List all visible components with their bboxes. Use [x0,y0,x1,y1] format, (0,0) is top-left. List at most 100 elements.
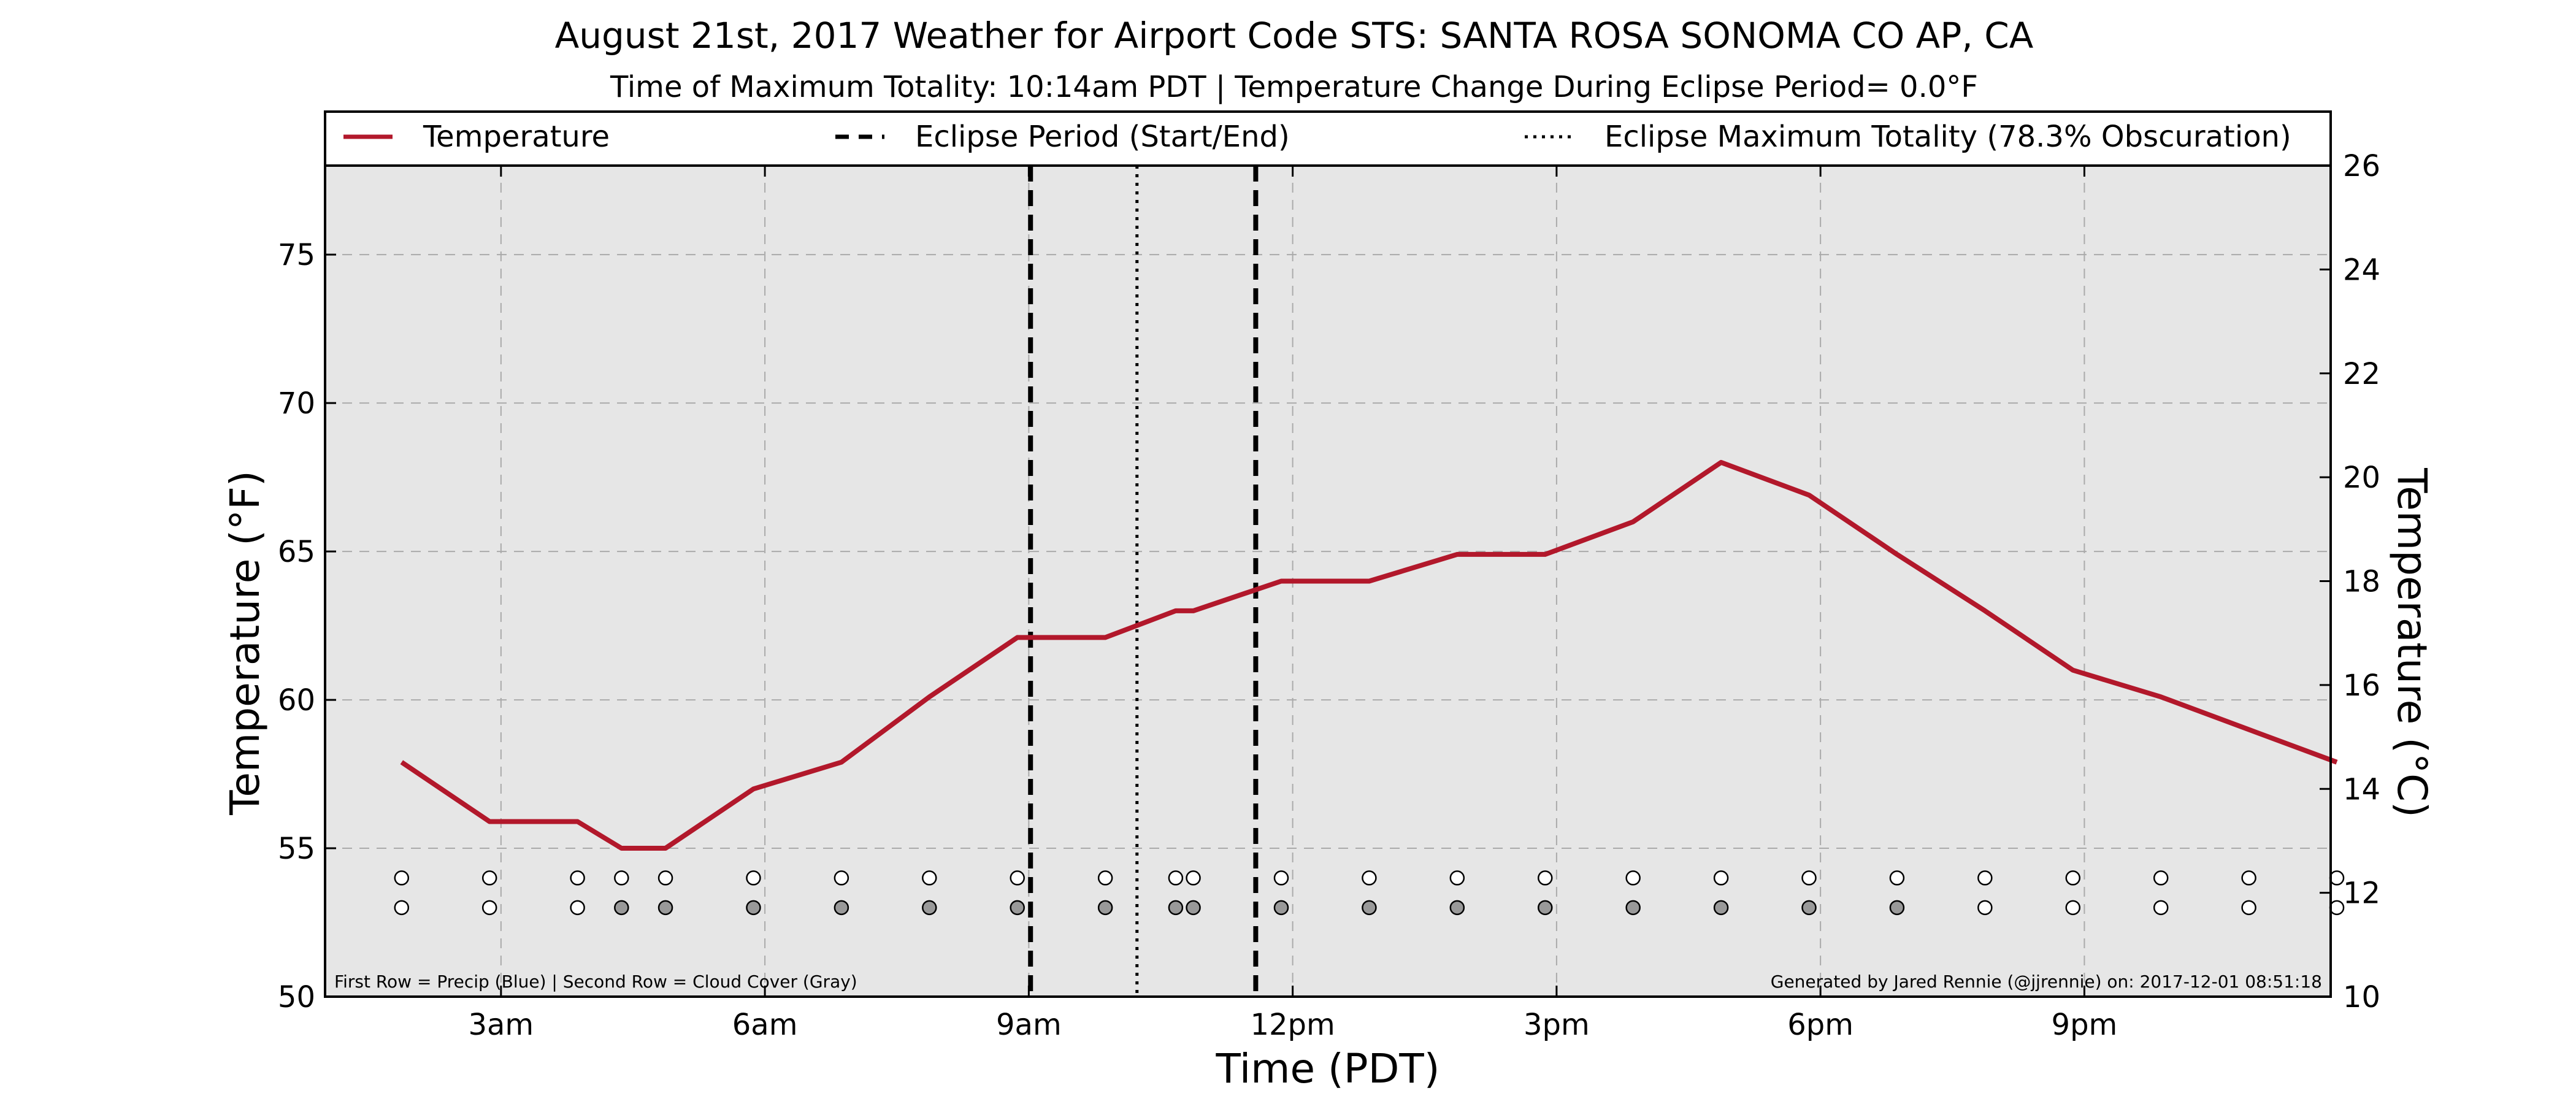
precip-indicator [1977,870,1993,886]
temperature-point [2248,729,2250,730]
precip-indicator [1168,870,1184,886]
precip-indicator [1273,870,1289,886]
precip-indicator [834,870,849,886]
cloud-cover-indicator [394,900,410,916]
temperature-point [665,848,666,849]
cloud-cover-indicator [1449,900,1465,916]
cloud-cover-indicator [2153,900,2169,916]
y-tick-label-left: 50 [278,980,315,1014]
y-tick-label-left: 75 [278,238,315,272]
cloud-cover-indicator [657,900,673,916]
y-tick-label-right: 10 [2343,980,2380,1014]
indicator-rows [394,870,2345,916]
temperature-point [2336,762,2337,763]
temperature-point [1809,494,1810,496]
y-tick-label-left: 70 [278,386,315,421]
legend-temperature-label: Temperature [423,120,610,154]
precip-indicator [2065,870,2081,886]
legend-box [324,110,2332,167]
precip-indicator [1713,870,1729,886]
cloud-cover-indicator [1186,900,1201,916]
x-tick-label: 3pm [1524,1008,1590,1042]
y-tick-label-right: 24 [2343,253,2380,287]
temperature-line [400,459,2338,851]
y-tick-label-left: 55 [278,832,315,866]
x-tick-label: 9am [996,1008,1062,1042]
cloud-cover-indicator [1889,900,1905,916]
cloud-cover-indicator [1977,900,1993,916]
cloud-cover-indicator [1273,900,1289,916]
precip-indicator [657,870,673,886]
precip-indicator [394,870,410,886]
y-tick-label-right: 16 [2343,669,2380,703]
temperature-point [1368,581,1370,582]
x-tick-label: 9pm [2052,1008,2118,1042]
annotation-bottom-right: Generated by Jared Rennie (@jjrennie) on… [1771,972,2322,992]
temperature-point [1896,554,1898,555]
cloud-cover-indicator [2065,900,2081,916]
cloud-cover-indicator [614,900,629,916]
y-axis-label-right: Temperature (°C) [2388,467,2436,818]
temperature-point [1193,610,1194,611]
cloud-cover-indicator [1538,900,1553,916]
x-axis-label: Time (PDT) [1216,1045,1440,1092]
y-axis-label-left: Temperature (°F) [221,470,269,816]
temperature-point [1720,462,1722,463]
precip-indicator [2153,870,2169,886]
y-tick-label-left: 65 [278,535,315,569]
temperature-point [1281,581,1282,582]
temperature-point [1105,637,1106,638]
temperature-point [621,848,622,849]
cloud-cover-indicator [746,900,761,916]
y-tick-label-right: 26 [2343,149,2380,183]
precip-indicator [1801,870,1817,886]
axis-ticks: 3am 6am 9am 12pm 3pm 6pm 9pm 50 55 60 65 70 75 10 12 14… [278,149,2380,1042]
cloud-cover-indicator [2329,900,2345,916]
temperature-point [1544,554,1546,555]
temperature-point [577,821,578,822]
cloud-cover-indicator [922,900,937,916]
temperature-point [401,762,402,763]
precip-indicator [570,870,585,886]
temperature-point [1175,610,1176,611]
cloud-cover-indicator [834,900,849,916]
temperature-point [1017,637,1018,638]
cloud-cover-indicator [1801,900,1817,916]
precip-indicator [746,870,761,886]
precip-indicator [1010,870,1025,886]
precip-indicator [1362,870,1377,886]
precip-indicator [1889,870,1905,886]
temperature-point [1984,610,1985,611]
temperature-point [841,762,842,763]
y-tick-label-right: 14 [2343,772,2380,807]
y-tick-label-left: 60 [278,683,315,718]
cloud-cover-indicator [1097,900,1113,916]
eclipse-markers [1028,166,1259,997]
x-tick-label: 12pm [1250,1008,1335,1042]
temperature-point [929,696,930,697]
y-tick-label-right: 22 [2343,357,2380,391]
cloud-cover-indicator [1010,900,1025,916]
precip-indicator [614,870,629,886]
precip-indicator [1449,870,1465,886]
annotation-bottom-left: First Row = Precip (Blue) | Second Row =… [334,972,857,992]
cloud-cover-indicator [1625,900,1641,916]
temperature-point [489,821,490,822]
cloud-cover-indicator [1168,900,1184,916]
legend-max-totality-label: Eclipse Maximum Totality (78.3% Obscurat… [1604,120,2291,154]
precip-indicator [1625,870,1641,886]
chart-subtitle: Time of Maximum Totality: 10:14am PDT | … [610,70,1978,104]
temperature-point [1457,554,1458,555]
y-tick-label-right: 20 [2343,461,2380,495]
cloud-cover-indicator [1713,900,1729,916]
cloud-cover-indicator [570,900,585,916]
cloud-cover-indicator [1362,900,1377,916]
precip-indicator [922,870,937,886]
y-tick-label-right: 12 [2343,876,2380,911]
y-tick-label-right: 18 [2343,565,2380,599]
chart-title: August 21st, 2017 Weather for Airport Co… [555,15,2034,56]
precip-indicator [1538,870,1553,886]
precip-indicator [2241,870,2256,886]
precip-indicator [1186,870,1201,886]
temperature-series [400,459,2338,851]
